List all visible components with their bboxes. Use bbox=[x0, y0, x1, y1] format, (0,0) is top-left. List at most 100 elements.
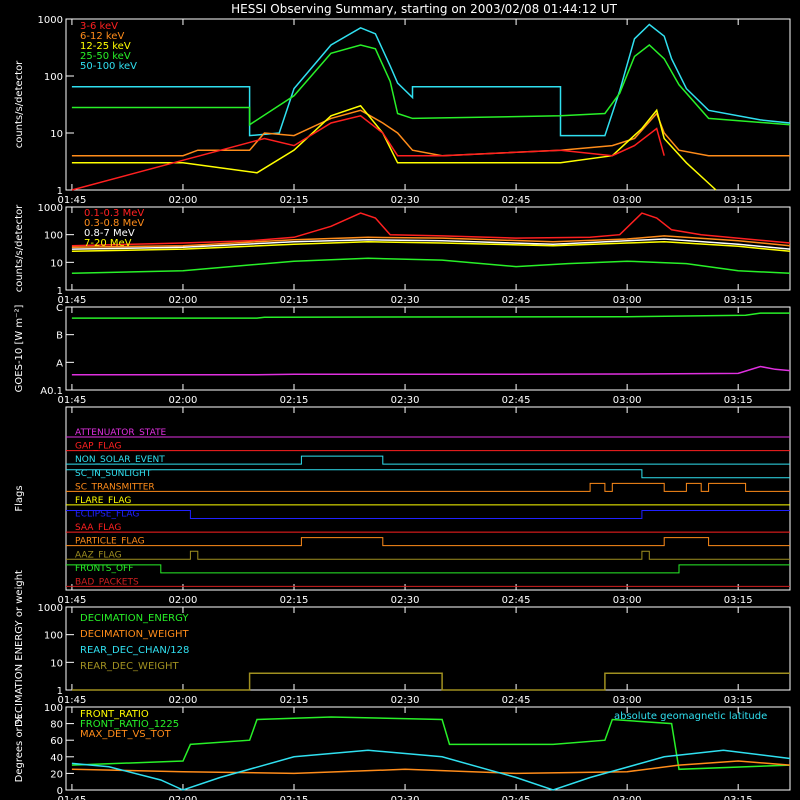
plot-frame bbox=[65, 706, 791, 791]
x-tick-label: 03:15 bbox=[724, 595, 753, 606]
x-tick-label: 01:45 bbox=[58, 295, 87, 306]
y-tick-label: 10 bbox=[50, 258, 63, 269]
plot-frame bbox=[65, 306, 791, 391]
y-axis-label: Degrees or % bbox=[14, 715, 25, 783]
flag-line bbox=[66, 455, 790, 465]
y-tick-label: 60 bbox=[50, 736, 63, 747]
legend-entry: 12-25 keV bbox=[80, 41, 131, 52]
flag-label: PARTICLE_FLAG bbox=[75, 537, 145, 547]
series-line bbox=[71, 672, 790, 691]
y-tick-label: A0.1 bbox=[40, 386, 63, 397]
y-axis-label: GOES-10 [W m⁻²] bbox=[14, 305, 25, 393]
series-line bbox=[71, 109, 790, 157]
x-tick-label: 02:00 bbox=[169, 395, 198, 406]
x-tick-label: 01:45 bbox=[58, 195, 87, 206]
x-tick-label: 01:45 bbox=[58, 395, 87, 406]
plot-frame bbox=[65, 206, 791, 291]
flag-label: SC_IN_SUNLIGHT bbox=[75, 469, 152, 479]
series-line bbox=[71, 114, 665, 191]
flag-line bbox=[66, 564, 790, 574]
x-tick-label: 03:15 bbox=[724, 695, 753, 706]
flag-label: SC_TRANSMITTER bbox=[75, 482, 155, 492]
series-line bbox=[71, 235, 791, 249]
flag-label: ATTENUATOR_STATE bbox=[75, 428, 167, 438]
flag-label: GAP_FLAG bbox=[75, 442, 121, 452]
y-axis-label: DECIMATION ENERGY or weight bbox=[14, 570, 25, 727]
x-tick-label: 02:45 bbox=[502, 395, 531, 406]
flag-line bbox=[66, 469, 790, 479]
y-axis-label: Flags bbox=[14, 485, 25, 511]
legend-entry: 0.1-0.3 MeV bbox=[84, 208, 144, 219]
x-tick-label: 02:15 bbox=[280, 795, 309, 800]
y-tick-label: 1 bbox=[57, 686, 63, 697]
x-tick-label: 02:15 bbox=[280, 195, 309, 206]
y-tick-label: 1 bbox=[57, 286, 63, 297]
series-line bbox=[71, 238, 791, 250]
legend-entry: 50-100 keV bbox=[80, 61, 137, 72]
legend-entry: 0.3-0.8 MeV bbox=[84, 218, 144, 229]
y-tick-label: A bbox=[56, 358, 63, 369]
y-tick-label: 100 bbox=[44, 72, 63, 83]
legend-entry: 3-6 keV bbox=[80, 21, 118, 32]
x-tick-label: 03:00 bbox=[613, 795, 642, 800]
x-tick-label: 03:15 bbox=[724, 295, 753, 306]
x-tick-label: 03:00 bbox=[613, 395, 642, 406]
legend-entry: DECIMATION_WEIGHT bbox=[80, 629, 189, 640]
series-line bbox=[71, 104, 717, 191]
x-tick-label: 02:45 bbox=[502, 195, 531, 206]
x-tick-label: 03:00 bbox=[613, 595, 642, 606]
x-tick-label: 02:30 bbox=[391, 595, 420, 606]
series-line bbox=[71, 257, 791, 275]
legend-entry: MAX_DET_VS_TOT bbox=[80, 729, 172, 740]
series-line bbox=[71, 312, 790, 319]
series-line bbox=[71, 716, 791, 771]
legend-entry: absolute geomagnetic latitude bbox=[614, 711, 767, 722]
x-tick-label: 02:15 bbox=[280, 695, 309, 706]
y-tick-label: 100 bbox=[44, 703, 63, 714]
series-line bbox=[71, 44, 791, 127]
plot-frame bbox=[65, 18, 791, 191]
flag-line bbox=[66, 550, 790, 560]
y-tick-label: 1000 bbox=[38, 603, 63, 614]
flag-label: FRONTS_OFF bbox=[75, 564, 133, 574]
y-tick-label: C bbox=[56, 303, 63, 314]
x-tick-label: 03:15 bbox=[724, 395, 753, 406]
x-tick-label: 02:45 bbox=[502, 795, 531, 800]
flag-label: BAD_PACKETS bbox=[75, 577, 139, 587]
y-tick-label: 40 bbox=[50, 753, 63, 764]
x-tick-label: 02:30 bbox=[391, 795, 420, 800]
y-tick-label: 10 bbox=[50, 129, 63, 140]
legend-entry: FRONT_RATIO bbox=[80, 709, 149, 720]
series-line bbox=[71, 212, 791, 247]
x-tick-label: 03:00 bbox=[613, 295, 642, 306]
y-tick-label: 20 bbox=[50, 769, 63, 780]
y-tick-label: 100 bbox=[44, 231, 63, 242]
legend-entry: 25-50 keV bbox=[80, 51, 131, 62]
legend-entry: 7-20 MeV bbox=[84, 238, 132, 249]
plot-frame bbox=[65, 606, 791, 691]
legend-entry: REAR_DEC_CHAN/128 bbox=[80, 645, 189, 656]
x-tick-label: 02:45 bbox=[502, 295, 531, 306]
y-tick-label: 1 bbox=[57, 186, 63, 197]
x-tick-label: 01:45 bbox=[58, 595, 87, 606]
legend-entry: REAR_DEC_WEIGHT bbox=[80, 661, 179, 672]
flag-label: FLARE_FLAG bbox=[75, 496, 131, 506]
x-tick-label: 02:45 bbox=[502, 595, 531, 606]
series-line bbox=[71, 365, 791, 376]
plot-frame bbox=[65, 406, 791, 591]
flag-label: SAA_FLAG bbox=[75, 523, 121, 533]
x-tick-label: 02:00 bbox=[169, 795, 198, 800]
y-tick-label: 80 bbox=[50, 720, 63, 731]
x-tick-label: 02:45 bbox=[502, 695, 531, 706]
flag-label: AAZ_FLAG bbox=[75, 550, 122, 560]
x-tick-label: 03:15 bbox=[724, 195, 753, 206]
legend-entry: 0.8-7 MeV bbox=[84, 228, 135, 239]
legend-entry: DECIMATION_ENERGY bbox=[80, 613, 189, 624]
flag-line bbox=[66, 537, 790, 547]
y-tick-label: 1000 bbox=[38, 15, 63, 26]
x-tick-label: 02:00 bbox=[169, 195, 198, 206]
x-tick-label: 01:45 bbox=[58, 695, 87, 706]
x-tick-label: 02:30 bbox=[391, 195, 420, 206]
flag-label: NON_SOLAR_EVENT bbox=[75, 455, 165, 465]
